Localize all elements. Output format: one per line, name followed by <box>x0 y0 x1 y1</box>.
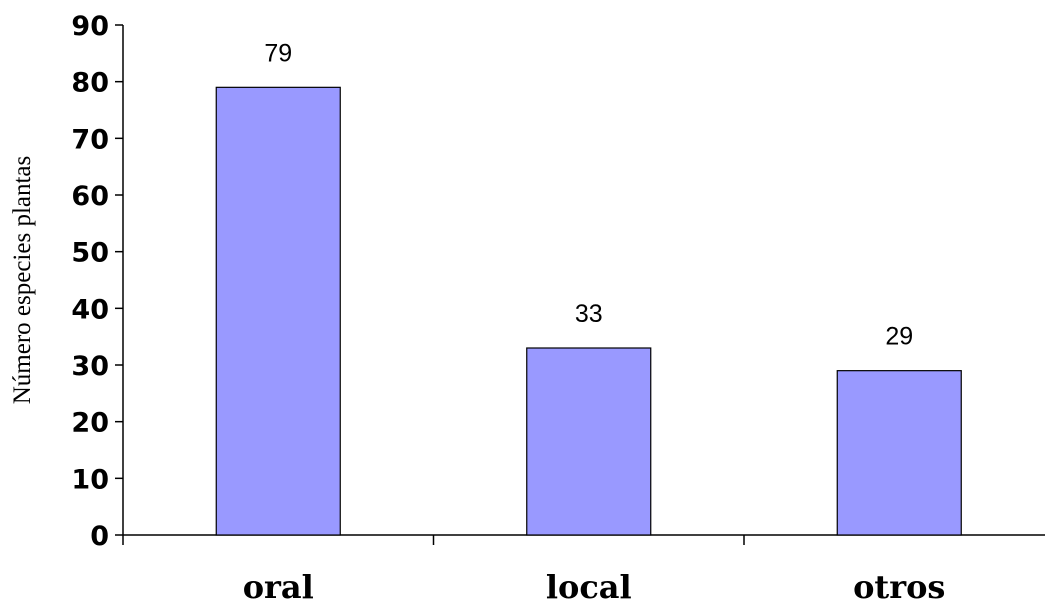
data-label-otros: 29 <box>885 323 913 351</box>
data-label-local: 33 <box>575 300 603 328</box>
bar-oral <box>215 86 341 536</box>
data-labels: 79 33 29 <box>264 39 913 350</box>
x-tick-label-otros: otros <box>853 568 945 606</box>
x-tick-label-local: local <box>546 568 632 606</box>
y-tick-label: 50 <box>71 238 109 269</box>
y-tick-label: 40 <box>71 294 109 325</box>
y-tick-label: 90 <box>71 11 109 42</box>
bar-otros <box>836 370 962 536</box>
y-tick-label: 70 <box>71 124 109 155</box>
y-tick-label: 10 <box>71 464 109 495</box>
y-tick-label: 60 <box>71 181 109 212</box>
y-tick-label: 0 <box>90 521 109 552</box>
x-axis: oral local otros <box>122 534 1045 606</box>
y-tick-label: 30 <box>71 351 109 382</box>
x-tick-label-oral: oral <box>243 568 314 606</box>
data-label-oral: 79 <box>264 39 292 67</box>
bars <box>215 86 962 536</box>
y-axis: 0 10 20 30 40 50 60 70 80 90 <box>71 11 124 552</box>
bar-local <box>526 347 652 536</box>
y-axis-label: Número especies plantas <box>9 156 36 405</box>
y-tick-label: 20 <box>71 408 109 439</box>
y-tick-label: 80 <box>71 68 109 99</box>
